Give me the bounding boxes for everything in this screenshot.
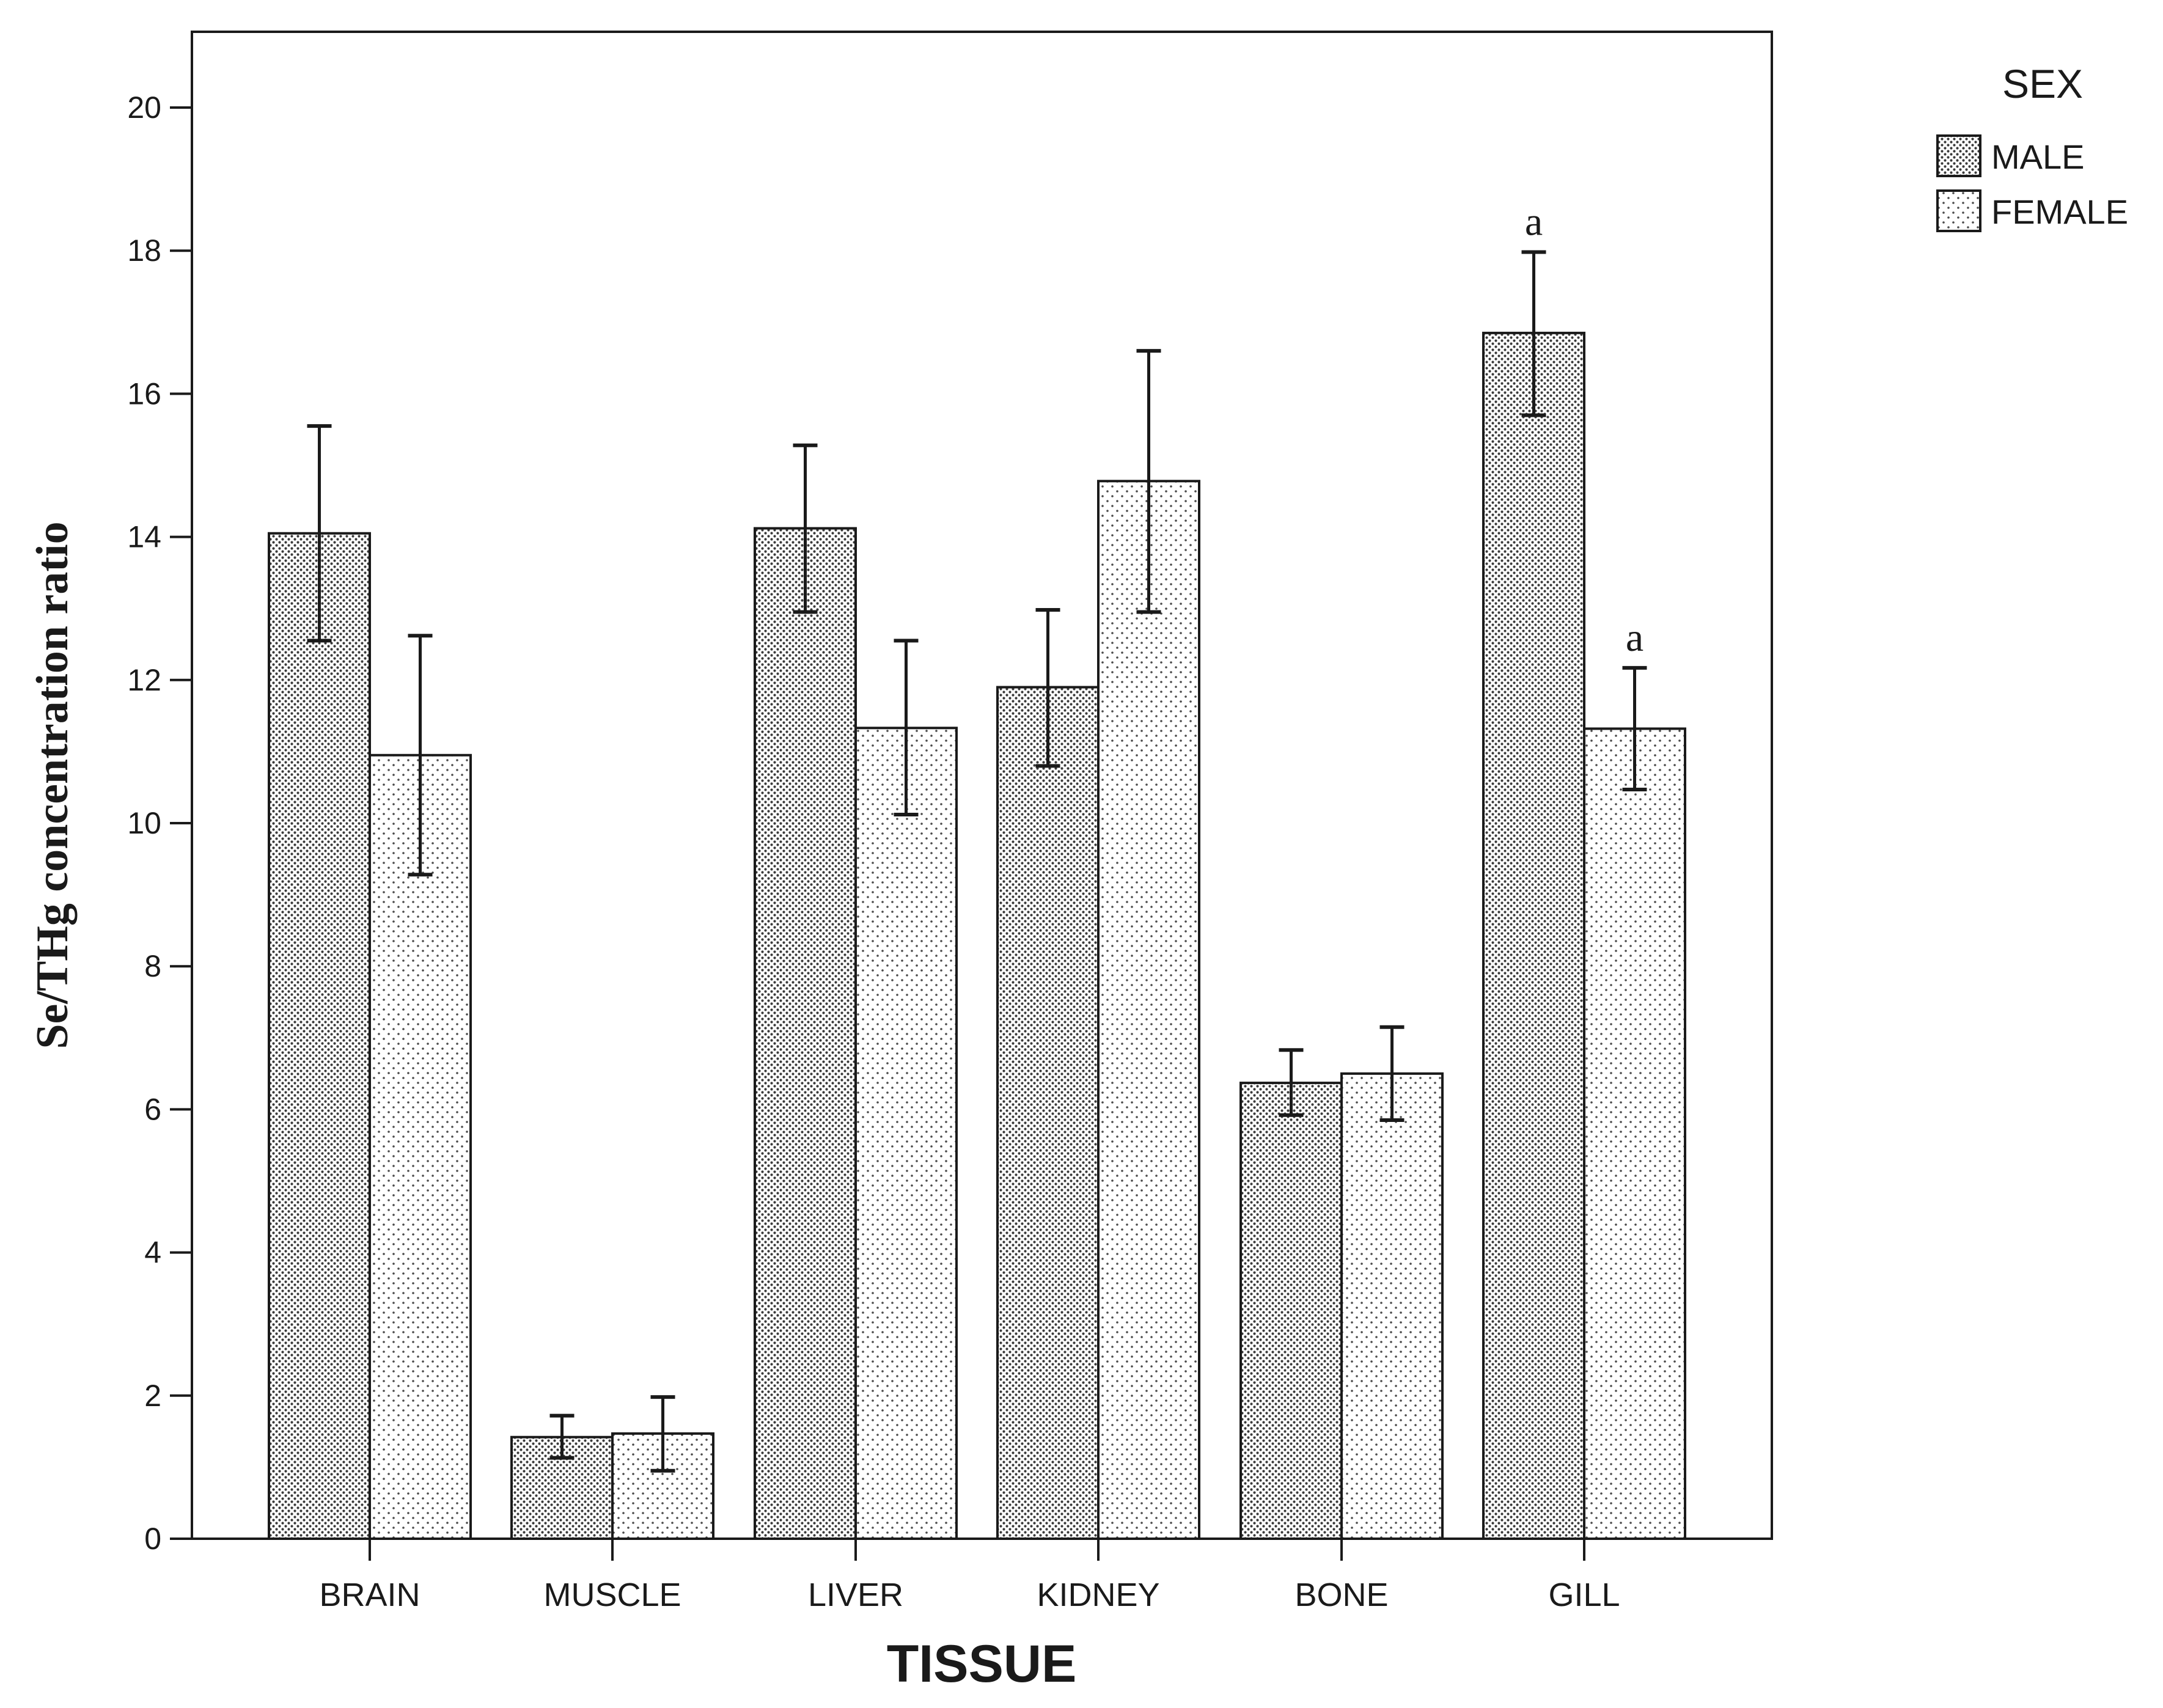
error-bar-female-muscle	[650, 1395, 675, 1473]
legend-swatch-female	[1936, 189, 1981, 232]
error-bar-female-liver	[894, 639, 919, 816]
x-axis-title: TISSUE	[887, 1635, 1077, 1693]
bar-female-kidney	[1097, 480, 1200, 1541]
y-axis: 0 2 4 6 8 10 12 14 16 18 20	[127, 90, 192, 1556]
error-bar-male-gill	[1521, 250, 1546, 417]
x-tick-label-brain: BRAIN	[319, 1577, 420, 1613]
legend-label-female: FEMALE	[1991, 192, 2128, 231]
bar-female-liver	[854, 727, 958, 1540]
x-axis: BRAIN MUSCLE LIVER KIDNEY BONE GILL	[319, 1539, 1620, 1613]
legend-title: SEX	[2002, 61, 2083, 106]
bar-female-brain	[369, 753, 472, 1540]
annotation-male-gill: a	[1525, 200, 1543, 244]
bars-group	[268, 331, 1686, 1541]
bar-female-gill	[1583, 727, 1686, 1540]
error-bar-female-brain	[408, 634, 433, 877]
y-tick-label-16: 16	[127, 376, 161, 411]
annotation-female-gill: a	[1626, 615, 1643, 660]
legend-swatch-male	[1936, 134, 1981, 177]
y-tick-label-2: 2	[144, 1379, 161, 1413]
y-tick-label-8: 8	[144, 949, 161, 983]
bar-female-bone	[1340, 1072, 1444, 1540]
x-tick-label-bone: BONE	[1294, 1577, 1388, 1613]
x-tick-label-kidney: KIDNEY	[1037, 1577, 1159, 1613]
y-tick-label-4: 4	[144, 1236, 161, 1270]
y-tick-label-10: 10	[127, 806, 161, 840]
annotations-group: aa	[1525, 200, 1643, 660]
plot-frame	[191, 31, 1773, 1540]
legend: SEX MALE FEMALE	[1936, 61, 2128, 232]
bar-male-brain	[268, 532, 371, 1540]
error-bars-group	[307, 250, 1647, 1473]
error-bar-female-bone	[1379, 1025, 1405, 1122]
error-bar-male-bone	[1279, 1048, 1304, 1117]
y-axis-title: Se/THg concentration ratio	[28, 521, 78, 1049]
y-tick-label-6: 6	[144, 1092, 161, 1126]
error-bar-male-brain	[307, 424, 332, 643]
error-bar-female-kidney	[1136, 349, 1161, 614]
y-tick-label-18: 18	[127, 233, 161, 268]
bar-male-bone	[1239, 1082, 1343, 1540]
y-tick-label-12: 12	[127, 663, 161, 697]
y-tick-label-0: 0	[144, 1522, 161, 1556]
error-bar-male-muscle	[549, 1413, 575, 1460]
y-tick-label-20: 20	[127, 90, 161, 125]
error-bar-male-liver	[793, 443, 818, 614]
y-tick-label-14: 14	[127, 520, 161, 554]
error-bar-female-gill	[1622, 665, 1647, 791]
bar-male-gill	[1482, 331, 1585, 1540]
bar-male-kidney	[996, 686, 1100, 1540]
x-tick-label-muscle: MUSCLE	[543, 1577, 681, 1613]
error-bar-male-kidney	[1035, 608, 1060, 768]
bar-male-liver	[754, 527, 857, 1540]
x-tick-label-gill: GILL	[1548, 1577, 1620, 1613]
x-tick-label-liver: LIVER	[808, 1577, 903, 1613]
legend-label-male: MALE	[1991, 137, 2085, 176]
